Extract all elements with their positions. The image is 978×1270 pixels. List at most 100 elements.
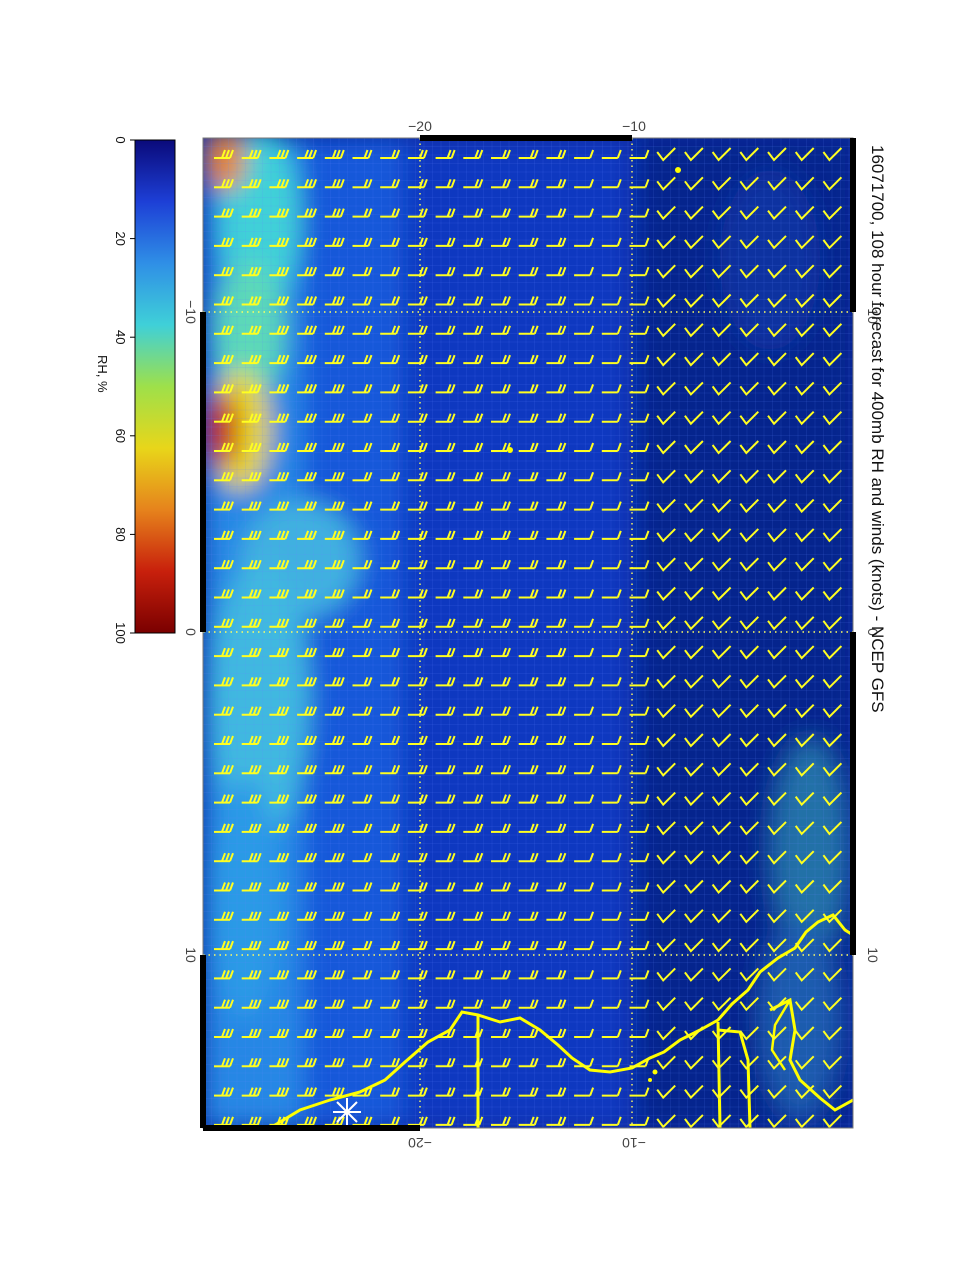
wind-barb	[214, 149, 234, 159]
wind-barb	[352, 999, 373, 1009]
wind-barb	[684, 996, 704, 1012]
wind-barb	[491, 442, 511, 452]
wind-barb	[739, 850, 760, 865]
wind-barb	[822, 147, 843, 162]
wind-barb	[822, 235, 843, 250]
wind-barb	[518, 413, 539, 423]
wind-barb	[269, 325, 290, 335]
wind-barb	[794, 703, 815, 719]
wind-barb	[739, 557, 760, 572]
wind-barb	[380, 647, 401, 658]
wind-barb	[297, 970, 318, 980]
wind-barb	[601, 559, 622, 570]
wind-barb	[352, 970, 373, 980]
wind-barb	[656, 469, 676, 484]
wind-barb	[324, 677, 345, 687]
wind-barb	[601, 530, 622, 540]
wind-barb	[739, 528, 760, 543]
wind-barb	[656, 762, 676, 777]
wind-barb	[491, 794, 511, 804]
wind-barb	[297, 764, 318, 775]
wind-barb	[491, 1028, 511, 1038]
wind-barb	[767, 557, 787, 572]
wind-barb	[491, 911, 511, 921]
wind-barb	[463, 589, 484, 599]
wind-barb	[324, 1057, 345, 1068]
wind-barb	[822, 381, 843, 396]
wind-barb	[324, 794, 345, 804]
wind-barb	[767, 1084, 787, 1100]
wind-barb	[767, 528, 787, 543]
wind-barb	[324, 237, 345, 247]
wind-barb	[297, 794, 318, 804]
wind-barb	[518, 530, 539, 540]
wind-barb	[656, 791, 676, 807]
map-area	[203, 138, 853, 1128]
wind-barb	[711, 821, 732, 836]
wind-barb	[463, 442, 484, 452]
wind-barb	[711, 528, 732, 543]
wind-barb	[601, 354, 622, 365]
wind-barb	[546, 852, 567, 863]
wind-barb	[407, 178, 428, 189]
wind-barb	[711, 1026, 732, 1041]
wind-barb	[767, 879, 787, 895]
wind-barb	[491, 530, 511, 540]
wind-barb	[684, 733, 704, 748]
wind-barb	[380, 794, 401, 804]
wind-barb	[324, 471, 345, 482]
wind-barb	[380, 413, 401, 423]
wind-barb	[629, 1057, 650, 1068]
wind-barb	[546, 208, 567, 218]
wind-barb	[241, 940, 262, 951]
wind-barb	[574, 208, 595, 218]
wind-barb	[269, 999, 290, 1009]
wind-barb	[574, 237, 595, 247]
wind-barb	[214, 882, 234, 892]
wind-barb	[739, 323, 760, 338]
wind-barb	[463, 413, 484, 423]
wind-barb	[407, 266, 428, 277]
wind-barb	[491, 970, 511, 980]
wind-barb	[546, 149, 567, 159]
wind-barb	[546, 882, 567, 892]
wind-barb	[269, 149, 290, 159]
wind-barb	[767, 352, 787, 367]
wind-barb	[269, 852, 290, 863]
wind-barb	[407, 970, 428, 980]
wind-barb	[269, 940, 290, 951]
wind-barb	[491, 325, 511, 335]
wind-barb	[214, 325, 234, 335]
wind-barb	[407, 237, 428, 247]
wind-barb	[546, 647, 567, 658]
wind-barb	[794, 557, 815, 572]
wind-barb	[352, 501, 373, 511]
wind-barb	[574, 735, 595, 745]
wind-barb	[656, 996, 676, 1012]
wind-barb	[767, 1114, 787, 1128]
wind-barb	[491, 823, 511, 833]
wind-barb	[767, 850, 787, 865]
wind-barb	[463, 794, 484, 804]
wind-barb	[435, 999, 456, 1009]
wind-barb	[629, 559, 650, 570]
wind-barb	[767, 967, 787, 982]
wind-barb	[324, 1087, 345, 1097]
wind-barb	[214, 823, 234, 833]
wind-barb	[739, 381, 760, 396]
wind-barb	[656, 323, 676, 338]
wind-barb	[463, 149, 484, 159]
wind-barb	[546, 911, 567, 921]
wind-barb	[463, 911, 484, 921]
wind-barb	[739, 469, 760, 484]
wind-barb	[574, 794, 595, 804]
wind-barbs	[214, 147, 843, 1128]
wind-barb	[324, 764, 345, 775]
wind-barb	[739, 909, 760, 924]
wind-barb	[297, 735, 318, 745]
wind-barb	[684, 235, 704, 250]
wind-barb	[324, 559, 345, 570]
wind-barb	[380, 706, 401, 716]
wind-barb	[822, 879, 843, 895]
wind-barb	[407, 559, 428, 570]
